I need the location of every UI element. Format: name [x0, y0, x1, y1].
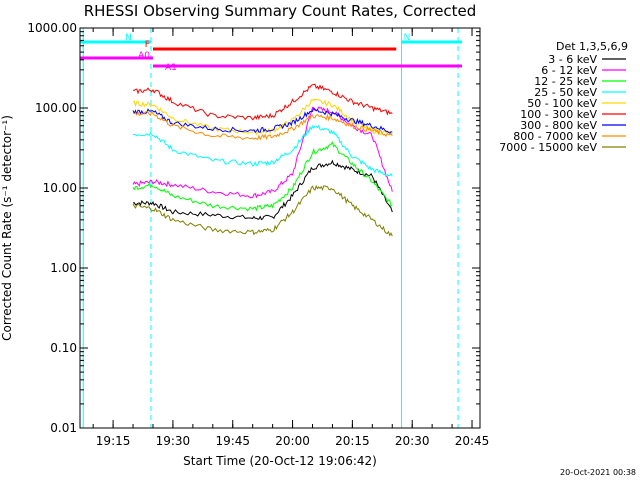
flag-label-n: N	[404, 33, 411, 43]
series-line	[132, 159, 393, 221]
legend-item-label: 6 - 12 keV	[541, 64, 597, 77]
flag-label-f: F	[145, 40, 150, 50]
plot-frame	[79, 27, 481, 429]
series-line	[132, 83, 393, 121]
date-stamp: 20-Oct-2021 00:38	[560, 468, 636, 477]
series-line	[132, 124, 393, 177]
y-tick-label: 1.00	[50, 261, 77, 275]
y-tick-label: 0.10	[50, 341, 77, 355]
legend-item-label: 300 - 800 keV	[520, 119, 597, 132]
x-tick-label: 19:30	[156, 434, 191, 448]
legend-item-label: 12 - 25 keV	[534, 75, 597, 88]
y-tick-label: 0.01	[50, 421, 77, 435]
y-tick-label: 10.00	[43, 181, 77, 195]
chart-title: RHESSI Observing Summary Count Rates, Co…	[84, 2, 477, 20]
legend-item-label: 800 - 7000 keV	[513, 130, 597, 143]
legend-item-label: 100 - 300 keV	[520, 108, 597, 121]
flag-label-a1: A1	[165, 63, 177, 73]
x-tick-label: 19:45	[215, 434, 250, 448]
y-tick-label: 100.00	[35, 101, 77, 115]
x-tick-label: 20:00	[275, 434, 310, 448]
y-axis: 0.01 0.10 1.00 10.00 100.00 1000.00	[27, 21, 480, 435]
x-tick-label: 20:45	[455, 434, 490, 448]
legend-item-label: 50 - 100 keV	[527, 97, 597, 110]
x-axis-label: Start Time (20-Oct-12 19:06:42)	[183, 454, 377, 468]
series-line	[132, 106, 393, 134]
x-axis: 19:15 19:30 19:45 20:00 20:15 20:30 20:45	[92, 28, 490, 448]
flag-label-a0: A0	[138, 51, 150, 61]
legend-item-label: 25 - 50 keV	[534, 86, 597, 99]
legend-item-label: 3 - 6 keV	[548, 53, 597, 66]
y-axis-label: Corrected Count Rate (s⁻¹ detector⁻¹)	[0, 115, 14, 341]
series-line	[132, 110, 393, 141]
series-line	[132, 184, 393, 237]
legend-title: Det 1,3,5,6,9	[556, 40, 628, 53]
plot-area: N N FA0 A1	[80, 28, 462, 428]
y-tick-label: 1000.00	[27, 21, 77, 35]
x-tick-label: 20:30	[395, 434, 430, 448]
series-line	[132, 98, 393, 136]
series-line	[132, 141, 393, 212]
flag-label-n: N	[125, 33, 132, 43]
legend-item-label: 7000 - 15000 keV	[499, 141, 597, 154]
x-tick-label: 19:15	[96, 434, 131, 448]
x-tick-label: 20:15	[335, 434, 370, 448]
series-line	[132, 106, 393, 199]
